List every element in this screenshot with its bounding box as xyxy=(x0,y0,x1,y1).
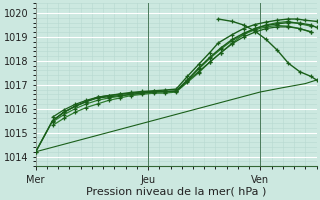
X-axis label: Pression niveau de la mer( hPa ): Pression niveau de la mer( hPa ) xyxy=(86,187,266,197)
